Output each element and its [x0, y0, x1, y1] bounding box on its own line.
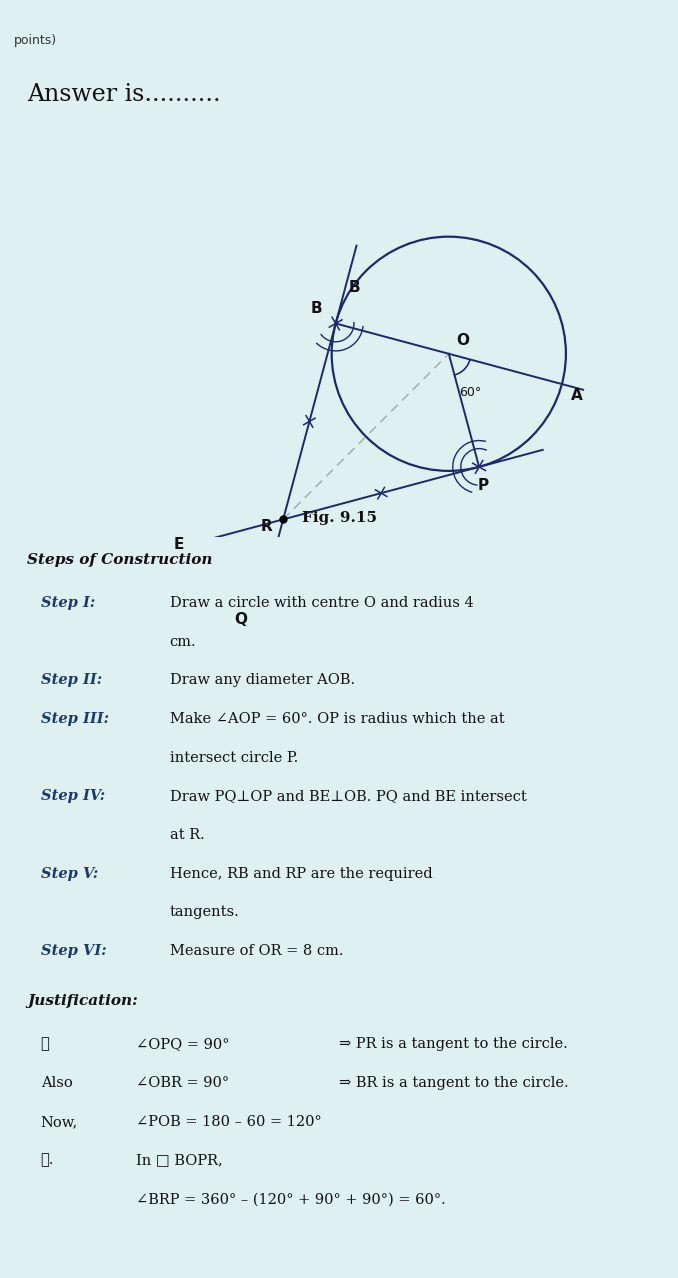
Text: at R.: at R. — [170, 828, 204, 842]
Text: Now,: Now, — [41, 1114, 78, 1128]
Text: points): points) — [14, 33, 57, 47]
Text: B: B — [311, 302, 323, 316]
Text: Justification:: Justification: — [27, 994, 138, 1008]
Text: Step III:: Step III: — [41, 712, 108, 726]
Text: In □ BOPR,: In □ BOPR, — [136, 1154, 222, 1168]
Text: E: E — [174, 537, 184, 552]
Text: Fig. 9.15: Fig. 9.15 — [302, 511, 376, 525]
Text: ∠OPQ = 90°: ∠OPQ = 90° — [136, 1038, 229, 1052]
Text: Measure of OR = 8 cm.: Measure of OR = 8 cm. — [170, 944, 343, 958]
Text: Make ∠AOP = 60°. OP is radius which the at: Make ∠AOP = 60°. OP is radius which the … — [170, 712, 504, 726]
Text: 60°: 60° — [460, 386, 481, 400]
Text: ⇒ BR is a tangent to the circle.: ⇒ BR is a tangent to the circle. — [339, 1076, 569, 1090]
Text: intersect circle P.: intersect circle P. — [170, 750, 298, 764]
Text: B: B — [348, 280, 360, 295]
Text: Step V:: Step V: — [41, 866, 98, 881]
Text: ∠OBR = 90°: ∠OBR = 90° — [136, 1076, 228, 1090]
Text: Hence, RB and RP are the required: Hence, RB and RP are the required — [170, 866, 432, 881]
Text: ∴.: ∴. — [41, 1154, 54, 1168]
Text: R: R — [260, 519, 272, 534]
Text: cm.: cm. — [170, 635, 196, 649]
Text: ⇒ PR is a tangent to the circle.: ⇒ PR is a tangent to the circle. — [339, 1038, 567, 1052]
Text: Answer is..........: Answer is.......... — [27, 83, 221, 106]
Text: ∠BRP = 360° – (120° + 90° + 90°) = 60°.: ∠BRP = 360° – (120° + 90° + 90°) = 60°. — [136, 1192, 445, 1206]
Text: Draw a circle with centre O and radius 4: Draw a circle with centre O and radius 4 — [170, 596, 473, 610]
Text: Q: Q — [234, 612, 247, 626]
Text: Steps of Construction: Steps of Construction — [27, 553, 213, 567]
Text: Step I:: Step I: — [41, 596, 95, 610]
Text: Step II:: Step II: — [41, 674, 102, 688]
Text: ∴: ∴ — [41, 1038, 49, 1052]
Text: A: A — [571, 387, 582, 403]
Text: P: P — [477, 478, 488, 493]
Text: ∠POB = 180 – 60 = 120°: ∠POB = 180 – 60 = 120° — [136, 1114, 321, 1128]
Text: Draw any diameter AOB.: Draw any diameter AOB. — [170, 674, 355, 688]
Text: Step IV:: Step IV: — [41, 790, 105, 804]
Text: Draw PQ⊥OP and BE⊥OB. PQ and BE intersect: Draw PQ⊥OP and BE⊥OB. PQ and BE intersec… — [170, 790, 526, 804]
Text: Step VI:: Step VI: — [41, 944, 106, 958]
Text: Also: Also — [41, 1076, 73, 1090]
Text: O: O — [456, 332, 469, 348]
Text: tangents.: tangents. — [170, 905, 239, 919]
